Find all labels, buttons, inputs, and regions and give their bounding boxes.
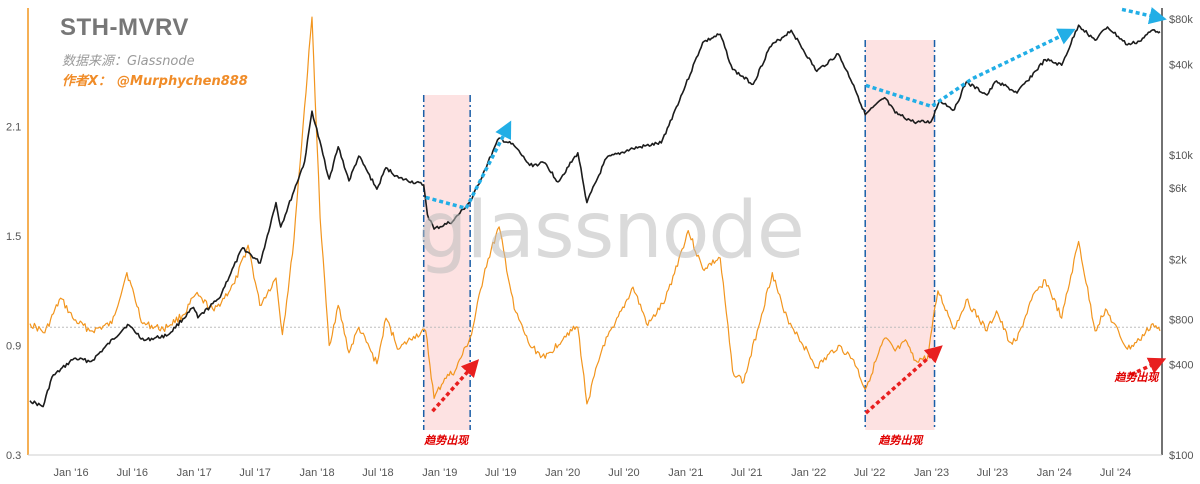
- trend-annotation: 趋势出现: [1113, 371, 1160, 384]
- right-axis-tick-label: $100: [1169, 450, 1193, 462]
- right-axis-tick-label: $800: [1169, 314, 1193, 326]
- trend-arrow-blue: [865, 28, 1076, 109]
- x-axis-tick-label: Jul '23: [977, 467, 1008, 479]
- x-axis-tick-label: Jul '22: [854, 467, 885, 479]
- author-credit: 作者X： @Murphychen888: [62, 70, 248, 89]
- right-axis-tick-label: $6k: [1169, 183, 1187, 195]
- x-axis-tick-label: Jul '17: [239, 467, 270, 479]
- author-label: 作者X：: [62, 74, 112, 89]
- btc-price-line: [29, 24, 1161, 408]
- chart-title: STH-MVRV: [60, 14, 189, 41]
- trend-arrow-blue: [1121, 7, 1167, 25]
- x-axis-tick-label: Jul '24: [1100, 467, 1131, 479]
- left-axis-tick-label: 1.5: [6, 231, 21, 243]
- highlight-range: [865, 40, 935, 430]
- x-axis-tick-label: Jan '21: [668, 467, 703, 479]
- right-axis-tick-label: $400: [1169, 360, 1193, 372]
- right-axis-tick-label: $10k: [1169, 150, 1193, 162]
- trend-arrow-blue: [425, 120, 512, 211]
- left-axis-tick-label: 0.3: [6, 450, 21, 462]
- trend-arrow-red: [864, 345, 943, 415]
- author-handle: @Murphychen888: [117, 74, 248, 89]
- x-axis-tick-label: Jul '19: [485, 467, 516, 479]
- left-axis-tick-label: 0.9: [6, 341, 21, 353]
- left-axis-tick-label: 2.1: [6, 122, 21, 134]
- x-axis-tick-label: Jan '22: [791, 467, 826, 479]
- trend-annotation: 趋势出现: [878, 434, 925, 447]
- x-axis-tick-label: Jan '16: [53, 467, 88, 479]
- x-axis-tick-label: Jan '23: [914, 467, 949, 479]
- x-axis-tick-label: Jan '20: [545, 467, 580, 479]
- sth-mvrv-line: [29, 16, 1161, 405]
- x-axis-tick-label: Jul '16: [117, 467, 148, 479]
- trend-annotation: 趋势出现: [423, 434, 470, 447]
- x-axis-tick-label: Jan '19: [422, 467, 457, 479]
- right-axis-tick-label: $2k: [1169, 255, 1187, 267]
- trend-arrow-red: [1129, 357, 1167, 377]
- trend-arrow-red: [431, 359, 480, 413]
- right-axis-tick-label: $40k: [1169, 59, 1193, 71]
- data-source: 数据来源：Glassnode: [62, 54, 195, 69]
- watermark: glassnode: [418, 186, 805, 276]
- right-axis-tick-label: $80k: [1169, 14, 1193, 26]
- x-axis-tick-label: Jul '20: [608, 467, 639, 479]
- x-axis-tick-label: Jul '18: [362, 467, 393, 479]
- x-axis-tick-label: Jan '17: [177, 467, 212, 479]
- x-axis-tick-label: Jan '18: [299, 467, 334, 479]
- x-axis-tick-label: Jul '21: [731, 467, 762, 479]
- x-axis-tick-label: Jan '24: [1037, 467, 1072, 479]
